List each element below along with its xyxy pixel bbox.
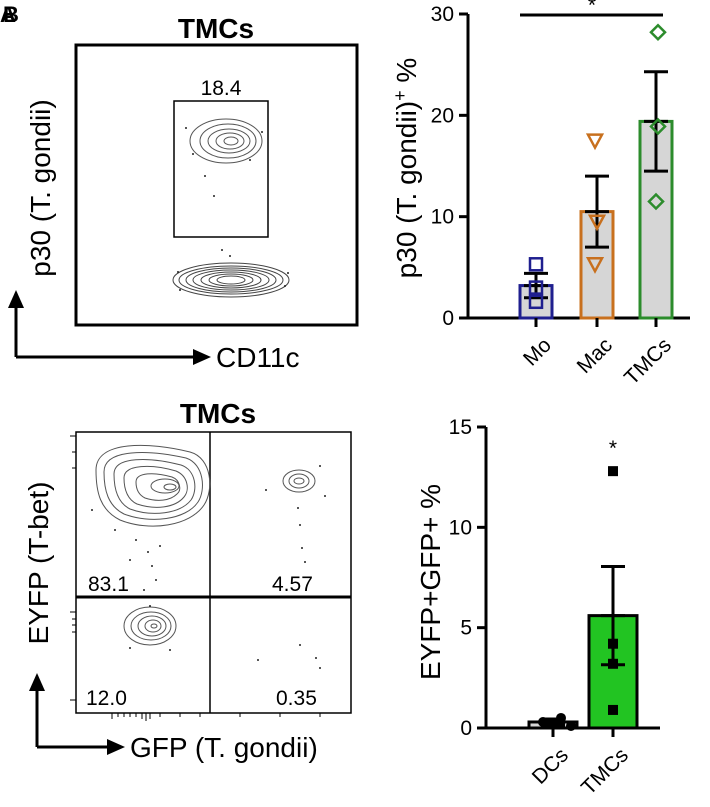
chart-y-tick-label: 0 [442,307,454,330]
chart1-y-label: p30 (T. gondii)+ % [390,58,422,279]
flow-bottom-contours-ul [95,444,211,527]
chart-x-tick-label: TMCs [620,334,676,390]
flow-top-gate [173,100,269,238]
data-point-dcs [548,717,558,728]
flow-top-contours-upper [189,118,263,164]
flow-top-x-arrowhead [193,349,211,365]
data-point-mo [528,257,544,272]
chart-x-tick-label: Mo [519,334,556,371]
flow-bottom-q-ur: 4.57 [272,573,313,596]
flow-bottom-y-label: EYFP (T-bet) [23,482,54,645]
flow-bottom-ticks [70,435,321,721]
significance-star: * [588,0,596,17]
flow-plot-top: TMCs 18.4 [8,13,359,373]
data-point-mo [528,280,544,295]
chart-y-tick-label: 10 [431,206,454,229]
flow-top-contours-lower [172,262,290,298]
flow-top-axis-arrows [14,305,196,359]
chart-y-tick-label: 15 [449,416,472,439]
flow-top-y-arrowhead [8,290,24,308]
panel-letter-a: A [0,2,16,27]
flow-top-gate-value: 18.4 [201,77,242,100]
flow-bottom-x-arrowhead [107,739,125,755]
flow-plot-bottom: TMCs [23,398,352,763]
data-point-dcs [566,720,576,731]
flow-top-y-label: p30 (T. gondii) [25,99,56,276]
data-point-tmcs [608,466,618,477]
chart-x-tick-label: DCs [528,744,573,789]
data-point-mac [587,214,607,232]
chart-y-tick-label: 10 [449,516,472,539]
flow-bottom-q-ll: 12.0 [86,687,127,710]
flow-bottom-dots [91,465,326,669]
data-point-dcs [556,712,566,723]
flow-top-dots [177,127,289,291]
data-point-tmcs [649,117,667,136]
bar-chart-eyfp: EYFP+GFP+ % 0 5 10 15 DCs TMCs * [415,416,660,800]
panel-letter-b: B [3,2,19,27]
bar-chart-p30: p30 (T. gondii)+ % 0 10 20 30 Mo Mac TMCs * [390,0,690,390]
significance-star: * [609,437,617,460]
data-point-tmcs [608,638,618,649]
flow-bottom-x-label: GFP (T. gondii) [130,732,318,763]
data-point-tmcs [608,658,618,669]
flow-bottom-axis-arrows [35,690,108,749]
data-point-dcs [538,716,548,727]
flow-bottom-y-arrowhead [29,673,45,691]
chart-x-tick-label: TMCs [577,744,633,800]
chart-y-tick-label: 20 [431,104,454,127]
flow-top-title: TMCs [178,13,254,44]
flow-bottom-frame [75,431,352,714]
data-point-tmcs [647,192,665,211]
data-point-tmcs [608,704,618,715]
flow-bottom-q-ul: 83.1 [88,573,129,596]
chart-y-tick-label: 5 [460,617,472,640]
chart-x-tick-label: Mac [573,334,617,378]
chart2-y-label: EYFP+GFP+ % [415,484,446,680]
flow-top-x-label: CD11c [216,342,300,373]
flow-bottom-contours-ll [123,606,177,646]
chart-y-tick-label: 30 [431,3,454,26]
data-point-tmcs [649,23,667,42]
flow-bottom-q-lr: 0.35 [276,687,317,710]
data-point-mo [528,294,544,310]
data-point-mac [585,133,605,151]
flow-bottom-title: TMCs [180,398,256,429]
chart-y-tick-label: 0 [460,717,472,740]
flow-bottom-contours-ur [282,469,316,493]
data-point-mac [585,257,605,274]
flow-top-frame [74,43,359,327]
